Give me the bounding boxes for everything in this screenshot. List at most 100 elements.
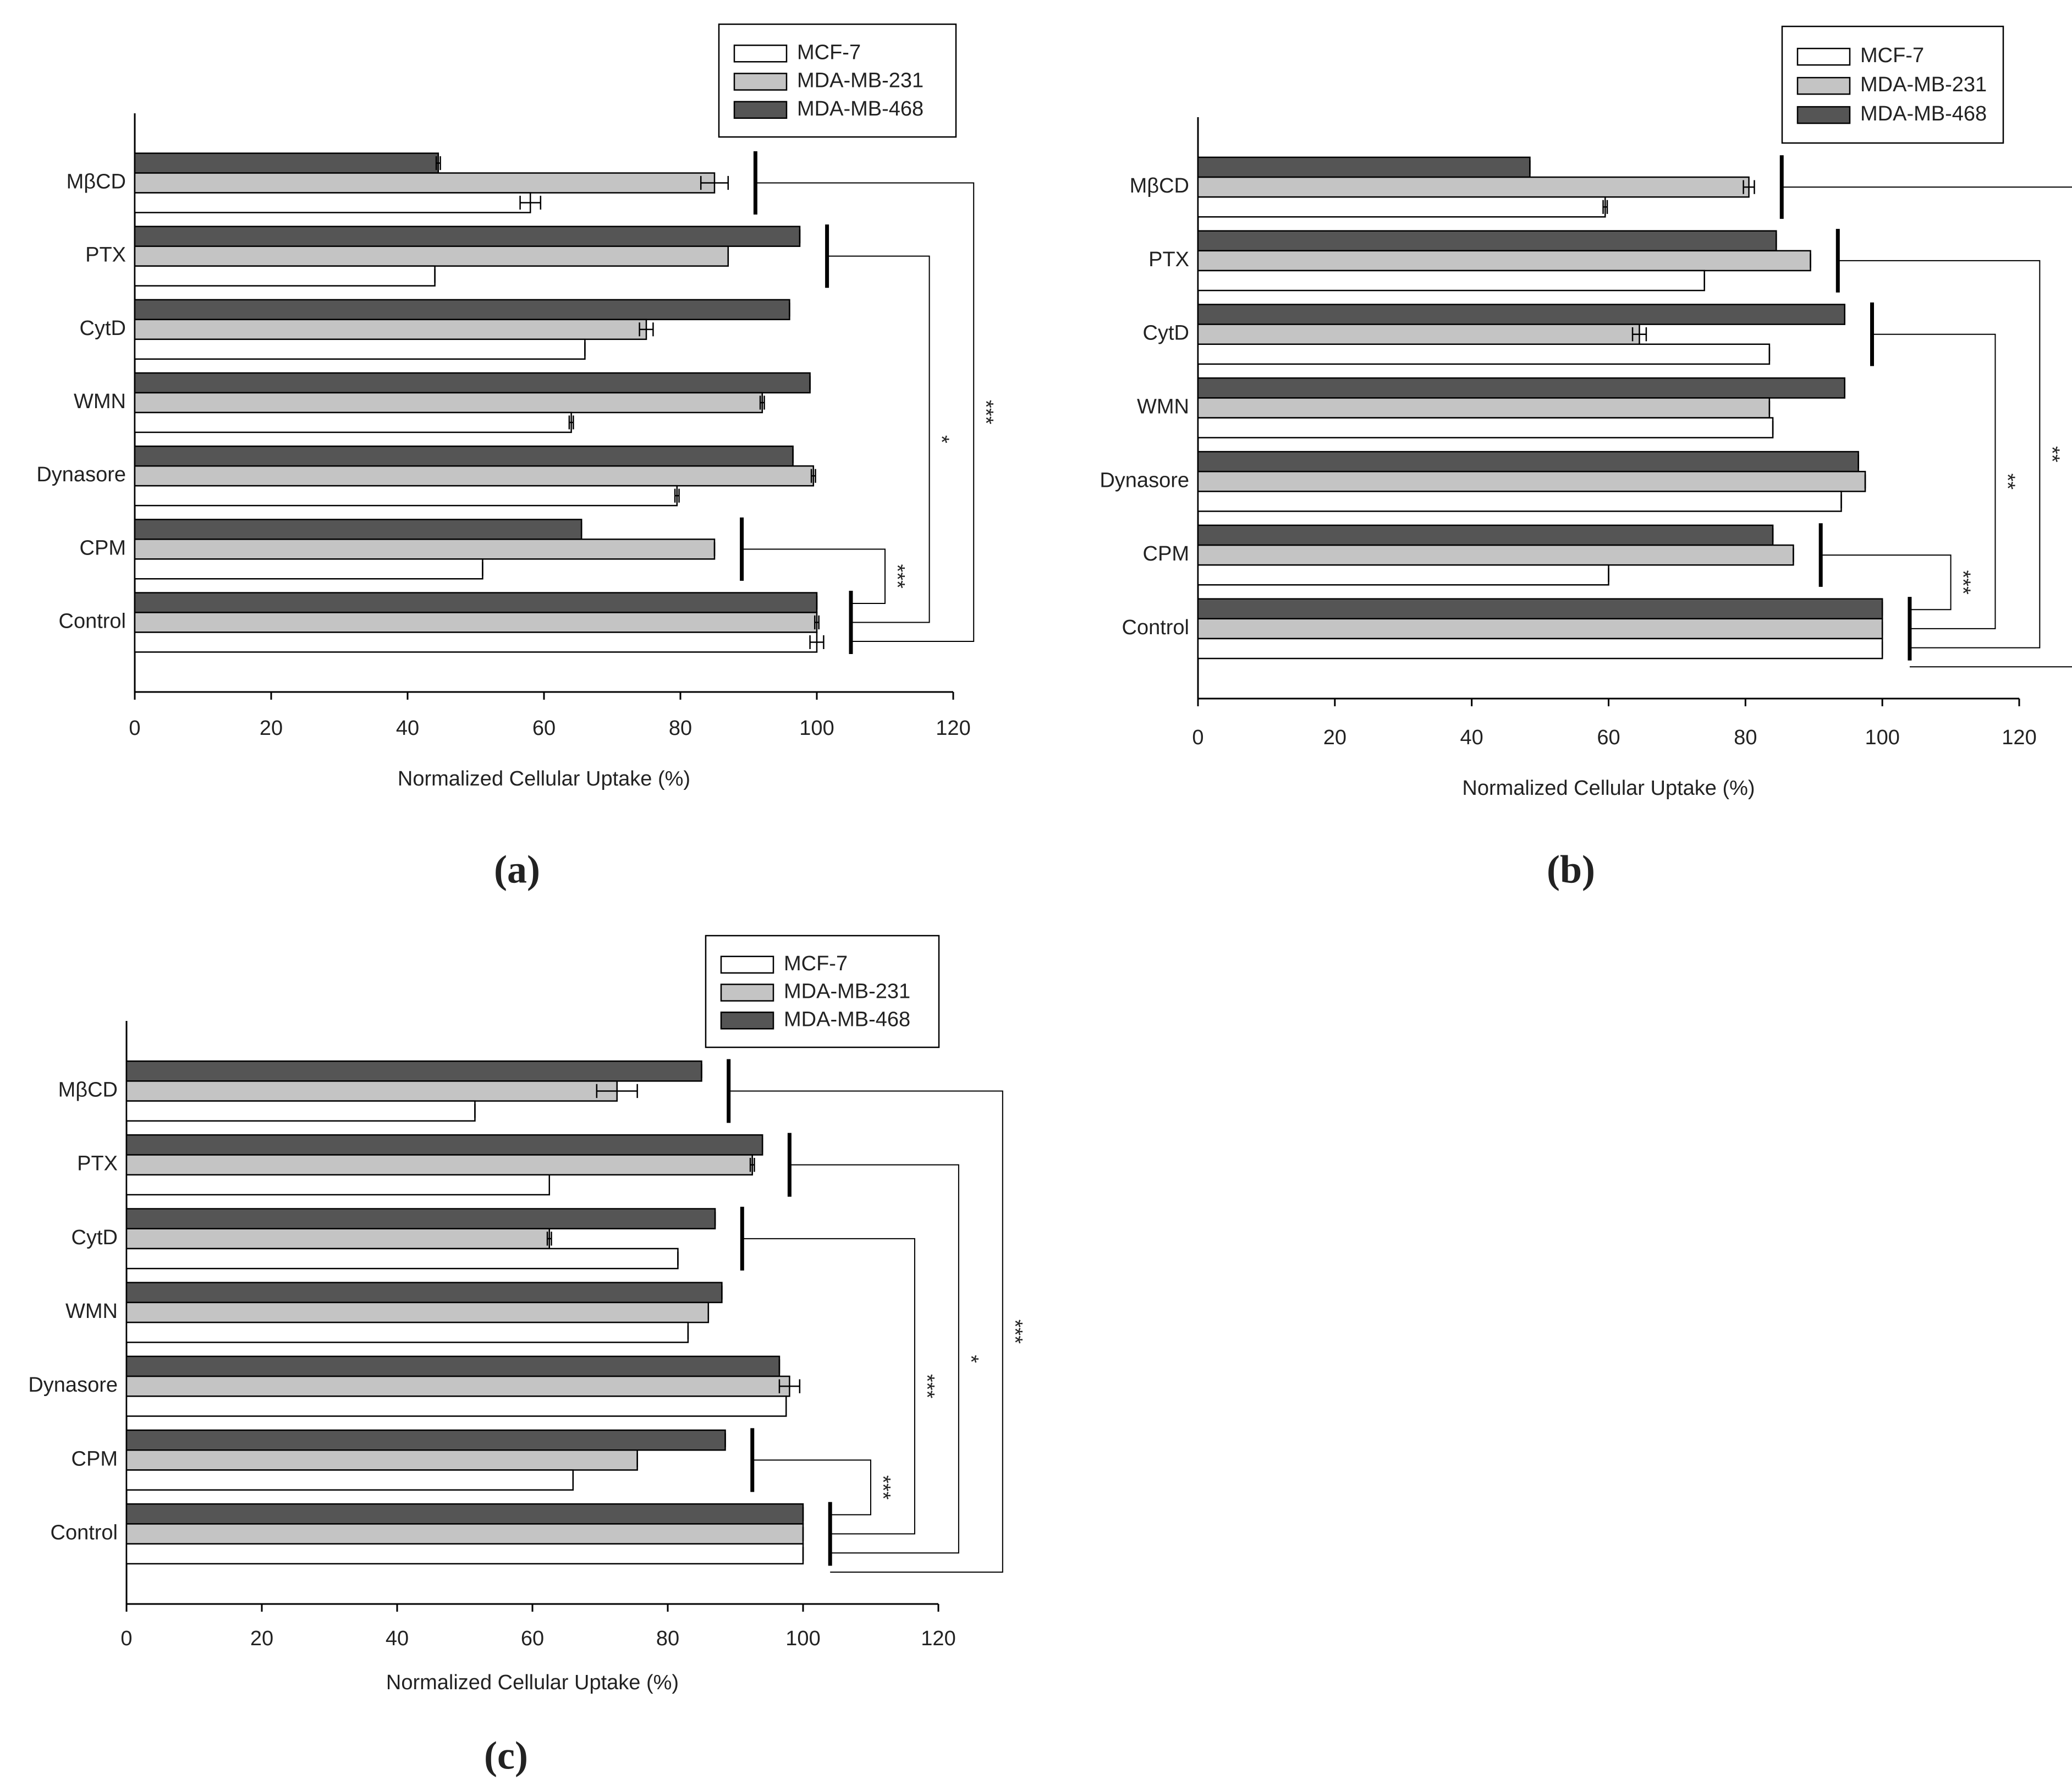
bar (134, 226, 801, 247)
bar (134, 152, 439, 174)
bar (134, 318, 647, 340)
legend-label: MDA-MB-231 (784, 980, 910, 1003)
x-tick-label: 20 (250, 1627, 273, 1650)
bar (125, 1060, 702, 1082)
x-tick-label: 80 (656, 1627, 679, 1650)
bar (134, 265, 436, 287)
significance-bracket (752, 1459, 871, 1515)
bar (125, 1282, 723, 1304)
bar (134, 172, 716, 194)
x-tick-label: 100 (785, 1627, 820, 1650)
bar (1197, 323, 1640, 345)
error-bar (1602, 200, 1608, 214)
error-bar (596, 1084, 638, 1098)
bar (125, 1100, 476, 1122)
bar (125, 1469, 574, 1491)
significance-bracket (728, 1090, 1003, 1573)
significance-label: *** (1003, 1320, 1026, 1344)
significance-label: *** (974, 400, 997, 425)
x-tick-label: 0 (129, 717, 140, 740)
x-tick-label: 120 (921, 1627, 955, 1650)
error-bar (674, 488, 680, 503)
bar (134, 392, 763, 414)
bar (134, 465, 815, 487)
error-bar (759, 395, 765, 410)
x-axis-label: Normalized Cellular Uptake (%) (398, 767, 690, 790)
bar (125, 1396, 787, 1417)
legend-swatch (733, 101, 788, 119)
significance-bracket (741, 548, 886, 604)
error-bar (1743, 180, 1755, 194)
bar (134, 519, 582, 540)
x-tick-label: 20 (1323, 726, 1346, 749)
bar (1197, 270, 1705, 292)
x-axis-label: Normalized Cellular Uptake (%) (1462, 777, 1755, 800)
bar (134, 372, 811, 394)
significance-label: *** (915, 1374, 938, 1399)
legend-label: MCF-7 (1860, 44, 1924, 67)
legend-label: MCF-7 (784, 952, 848, 975)
y-tick-label: PTX (77, 1152, 118, 1175)
y-tick-label: PTX (85, 244, 126, 267)
bar (125, 1080, 618, 1102)
x-tick-label: 60 (1597, 726, 1620, 749)
bar (125, 1174, 550, 1196)
legend-swatch (1796, 76, 1851, 95)
x-tick-label: 80 (669, 717, 692, 740)
error-bar (809, 635, 825, 650)
error-bar (749, 1157, 755, 1172)
legend-swatch (1796, 106, 1851, 124)
significance-bracket (742, 1238, 915, 1535)
y-tick-label: CPM (80, 536, 126, 559)
bar (125, 1449, 638, 1471)
bar (1197, 250, 1811, 272)
y-tick-label: Dynasore (28, 1374, 118, 1397)
bar (125, 1154, 753, 1176)
bar (1197, 196, 1606, 218)
bar (134, 592, 818, 613)
bar (134, 192, 531, 213)
bar (134, 411, 572, 433)
error-bar (568, 415, 574, 430)
significance-bracket (755, 182, 975, 642)
legend-label: MCF-7 (797, 41, 861, 64)
bar (125, 1248, 679, 1270)
y-tick-label: PTX (1148, 248, 1189, 271)
bar (1197, 230, 1777, 252)
significance-label: *** (1952, 570, 1975, 595)
x-tick-label: 60 (521, 1627, 544, 1650)
significance-bracket (1821, 554, 1952, 611)
bar (125, 1228, 550, 1250)
y-tick-label: Dynasore (36, 463, 126, 486)
significance-bracket (1872, 333, 1996, 629)
significance-label: * (959, 1355, 982, 1363)
y-tick-label: WMN (65, 1300, 118, 1323)
bar (134, 558, 483, 580)
x-tick-label: 40 (396, 717, 419, 740)
bar (1197, 417, 1774, 438)
bar (134, 299, 790, 321)
legend-label: MDA-MB-468 (784, 1008, 910, 1031)
x-tick-label: 0 (120, 1627, 132, 1650)
error-bar (778, 1379, 801, 1393)
legend-swatch (720, 955, 774, 974)
y-tick-label: Control (1122, 616, 1190, 639)
error-bar (546, 1232, 552, 1246)
y-tick-label: WMN (1137, 395, 1189, 419)
x-tick-label: 100 (1865, 726, 1899, 749)
x-tick-label: 80 (1734, 726, 1757, 749)
bar (125, 1375, 790, 1397)
x-tick-label: 20 (260, 717, 283, 740)
legend-label: MDA-MB-231 (1860, 73, 1987, 96)
significance-label: ** (1996, 474, 2019, 490)
error-bar (639, 322, 654, 337)
bar (125, 1134, 763, 1156)
panel-label: (c) (484, 1734, 528, 1778)
bar (1197, 156, 1531, 178)
significance-label: *** (886, 564, 909, 589)
significance-label: * (930, 435, 953, 443)
bar (125, 1208, 716, 1229)
bar (1197, 397, 1771, 419)
significance-bracket (827, 255, 930, 623)
